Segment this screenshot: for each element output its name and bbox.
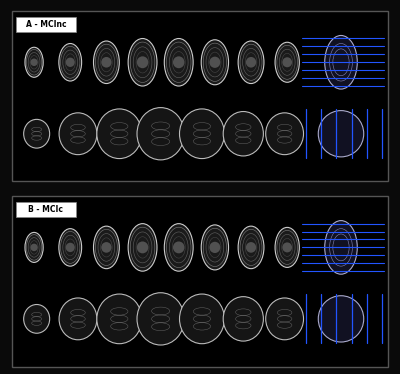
Ellipse shape (94, 41, 119, 83)
Ellipse shape (282, 242, 292, 252)
Ellipse shape (24, 304, 50, 333)
Ellipse shape (164, 39, 193, 86)
Ellipse shape (137, 108, 184, 160)
Ellipse shape (25, 232, 43, 263)
Ellipse shape (66, 58, 75, 67)
Ellipse shape (223, 111, 263, 156)
Ellipse shape (173, 242, 184, 253)
Ellipse shape (164, 224, 193, 271)
Ellipse shape (101, 57, 112, 68)
Ellipse shape (59, 113, 97, 155)
Text: B - MCIc: B - MCIc (28, 205, 64, 214)
Ellipse shape (282, 57, 292, 67)
Ellipse shape (266, 298, 304, 340)
Ellipse shape (128, 39, 157, 86)
Ellipse shape (30, 243, 38, 251)
Ellipse shape (180, 109, 224, 159)
Ellipse shape (210, 242, 220, 253)
FancyBboxPatch shape (12, 196, 388, 367)
Ellipse shape (238, 41, 264, 83)
Ellipse shape (246, 242, 256, 253)
Ellipse shape (59, 298, 97, 340)
Ellipse shape (128, 224, 157, 271)
Ellipse shape (137, 293, 184, 345)
Ellipse shape (59, 229, 82, 266)
Ellipse shape (30, 58, 38, 66)
Ellipse shape (325, 36, 357, 89)
Ellipse shape (25, 47, 43, 77)
Ellipse shape (97, 109, 142, 159)
Ellipse shape (266, 113, 304, 155)
Ellipse shape (275, 227, 299, 267)
FancyBboxPatch shape (16, 17, 76, 32)
Ellipse shape (66, 243, 75, 252)
Ellipse shape (318, 296, 364, 342)
Ellipse shape (137, 242, 148, 253)
Ellipse shape (201, 40, 228, 85)
Ellipse shape (137, 56, 148, 68)
Ellipse shape (180, 294, 224, 344)
Ellipse shape (101, 242, 112, 253)
Ellipse shape (210, 56, 220, 68)
Ellipse shape (325, 221, 357, 274)
Ellipse shape (201, 225, 228, 270)
FancyBboxPatch shape (12, 11, 388, 181)
Text: A - MCInc: A - MCInc (26, 20, 66, 29)
Ellipse shape (246, 57, 256, 68)
Ellipse shape (275, 42, 299, 82)
Ellipse shape (318, 111, 364, 157)
Ellipse shape (59, 43, 82, 81)
FancyBboxPatch shape (16, 202, 76, 217)
Ellipse shape (97, 294, 142, 344)
Ellipse shape (173, 56, 184, 68)
Ellipse shape (94, 226, 119, 269)
Ellipse shape (24, 119, 50, 148)
Ellipse shape (223, 297, 263, 341)
Ellipse shape (238, 226, 264, 269)
